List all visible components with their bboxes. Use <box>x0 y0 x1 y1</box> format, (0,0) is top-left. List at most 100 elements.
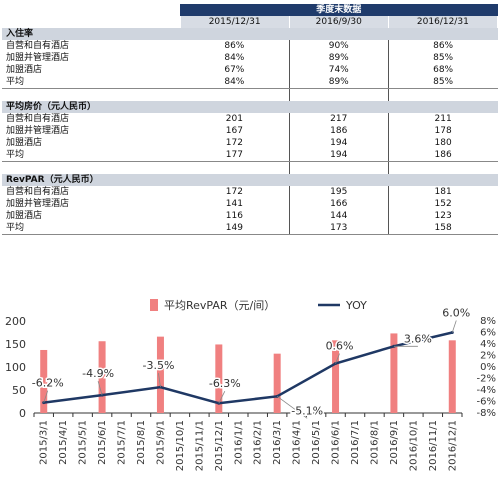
table-row: 加盟酒店 67% 74% 68% <box>2 64 498 76</box>
cell-value: 141 <box>180 198 290 210</box>
cell-value: 173 <box>289 222 389 235</box>
data-label-leader <box>451 320 457 333</box>
table-row: 自营和自有酒店 172 195 181 <box>2 186 498 198</box>
section-header-row: 平均房价（元人民币） <box>2 101 498 113</box>
cell-value: 217 <box>289 113 389 125</box>
x-tick-label: 2016/8/1 <box>369 420 380 465</box>
revpar-bar <box>448 340 456 413</box>
x-tick-label: 2015/6/1 <box>97 420 108 465</box>
y-right-tick-label: -6% <box>477 397 496 408</box>
x-tick-label: 2015/7/1 <box>117 420 128 465</box>
cell-value: 166 <box>289 198 389 210</box>
table-row: 加盟并管理酒店 141 166 152 <box>2 198 498 210</box>
revpar-chart: 平均RevPAR（元/间） YOY 0 50 100 150 200 -8%-6%-4%-2%… <box>5 299 496 471</box>
row-label: 平均 <box>2 149 180 162</box>
yoy-data-label: -4.9% <box>82 367 114 380</box>
cell-value: 89% <box>289 76 389 89</box>
yoy-data-label: 3.6% <box>404 332 432 345</box>
yoy-data-label: -6.2% <box>32 377 64 390</box>
table-body: 入住率 自营和自有酒店 86% 90% 86% 加盟并管理酒店 84% 89% 85% 加盟酒店 6… <box>2 28 498 235</box>
x-tick-label: 2016/3/1 <box>272 420 283 465</box>
y-right-tick-label: -8% <box>477 408 496 419</box>
table-row: 加盟并管理酒店 167 186 178 <box>2 125 498 137</box>
cell-value: 67% <box>180 64 290 76</box>
x-tick-label: 2015/11/1 <box>194 420 205 471</box>
x-tick-label: 2016/2/1 <box>253 420 264 465</box>
y-right-tick-label: -4% <box>477 385 496 396</box>
revpar-bar <box>215 344 223 413</box>
y-left-tick-label: 50 <box>12 384 26 397</box>
x-tick-label: 2015/10/1 <box>175 420 186 471</box>
x-tick-label: 2015/4/1 <box>58 420 69 465</box>
spacer-cell <box>180 88 290 101</box>
section-spacer <box>2 88 498 102</box>
spacer-cell <box>2 89 180 102</box>
table-row: 平均 177 194 186 <box>2 149 498 162</box>
section-title: RevPAR（元人民币） <box>2 174 498 186</box>
header-group-label: 季度末数据 <box>180 4 498 16</box>
spacer-cell <box>289 161 389 174</box>
row-label: 加盟酒店 <box>6 138 43 148</box>
data-label-leader <box>276 396 308 419</box>
cell-value: 89% <box>289 52 389 64</box>
column-header: 2016/9/30 <box>289 16 389 28</box>
x-tick-label: 2015/8/1 <box>136 420 147 465</box>
yoy-line <box>43 331 453 405</box>
spacer-cell <box>388 89 497 102</box>
kpi-table: 季度末数据 2015/12/31 2016/9/30 2016/12/31 入住… <box>2 4 499 235</box>
legend-label-bar: 平均RevPAR（元/间） <box>164 299 275 312</box>
revpar-bar <box>273 353 281 413</box>
header-blank <box>2 4 180 16</box>
y-right-tick-label: 0% <box>480 362 496 373</box>
yoy-point <box>217 401 221 405</box>
spacer-cell <box>2 162 180 175</box>
cell-value: 180 <box>434 138 452 148</box>
yoy-data-label: 0.6% <box>326 340 354 353</box>
y-left-tick-label: 100 <box>5 361 26 374</box>
revpar-bar <box>40 349 48 413</box>
y-left-tick-label: 200 <box>5 315 26 328</box>
cell-value: 194 <box>289 137 389 149</box>
cell-value: 201 <box>180 113 290 125</box>
section-title: 平均房价（元人民币） <box>2 101 498 113</box>
row-label: 加盟酒店 <box>6 211 43 221</box>
yoy-data-label: -6.3% <box>209 377 241 390</box>
x-tick-label: 2016/10/1 <box>408 420 419 471</box>
cell-value: 144 <box>289 210 389 222</box>
x-tick-label: 2016/7/1 <box>350 420 361 465</box>
table-header-group: 季度末数据 <box>2 4 498 16</box>
section-header-row: 入住率 <box>2 28 498 40</box>
cell-value: 211 <box>434 114 452 124</box>
cell-value: 181 <box>434 187 452 197</box>
row-label: 加盟并管理酒店 <box>6 199 70 209</box>
x-tick-label: 2015/3/1 <box>39 420 50 465</box>
data-label-leader <box>43 390 49 403</box>
legend-swatch-bar <box>150 299 158 311</box>
y-left-tick-label: 150 <box>5 338 26 351</box>
data-label-leader <box>97 381 103 396</box>
revpar-bar <box>156 336 164 413</box>
y-right-tick-label: 4% <box>480 339 496 350</box>
cell-value: 86% <box>433 41 454 51</box>
cell-value: 194 <box>289 149 389 162</box>
x-tick-label: 2016/11/1 <box>428 420 439 471</box>
x-tick-label: 2016/12/1 <box>447 420 458 471</box>
yoy-data-label: 6.0% <box>442 307 470 320</box>
table-row: 平均 84% 89% 85% <box>2 76 498 89</box>
cell-value: 84% <box>180 52 290 64</box>
cell-value: 149 <box>180 222 290 235</box>
table-column-headers: 2015/12/31 2016/9/30 2016/12/31 <box>2 16 499 28</box>
cell-value: 172 <box>180 137 290 149</box>
cell-value: 84% <box>180 76 290 89</box>
y-right-tick-label: 2% <box>480 351 496 362</box>
revpar-bar <box>390 333 398 413</box>
cell-value: 85% <box>388 76 498 89</box>
cell-value: 167 <box>180 125 290 137</box>
cell-value: 85% <box>433 53 454 63</box>
data-label-leader <box>218 391 226 404</box>
cell-value: 152 <box>434 199 452 209</box>
x-tick-label: 2015/5/1 <box>78 420 89 465</box>
column-header-blank <box>2 16 181 28</box>
x-tick-label: 2016/5/1 <box>311 420 322 465</box>
cell-value: 123 <box>434 211 452 221</box>
